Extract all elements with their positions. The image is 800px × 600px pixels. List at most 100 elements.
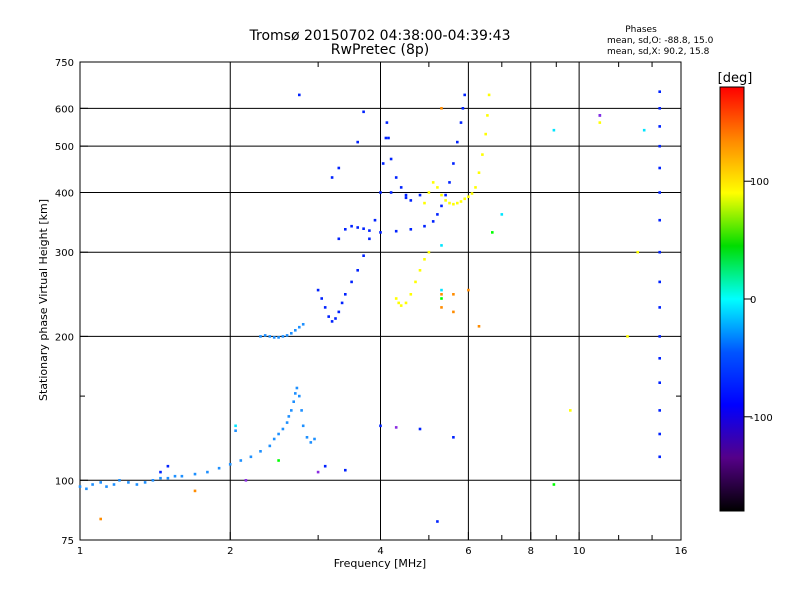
data-point — [423, 224, 426, 228]
data-point — [440, 297, 443, 300]
data-point — [340, 301, 344, 305]
data-point — [118, 479, 121, 482]
data-point — [362, 254, 365, 257]
data-point — [598, 114, 602, 117]
data-point — [436, 520, 439, 523]
data-point — [418, 427, 422, 431]
data-point — [463, 93, 466, 97]
data-point — [394, 426, 398, 429]
y-axis: 75 100 200 300 400 500 600 750 — [55, 58, 681, 547]
phase-stats-x: mean, sd,X: 90.2, 15.8 — [607, 47, 710, 57]
data-point — [272, 437, 276, 441]
data-point — [287, 415, 291, 418]
data-point — [474, 186, 477, 189]
data-point — [294, 392, 297, 395]
data-point — [281, 427, 285, 431]
data-point — [362, 110, 365, 114]
data-point — [452, 162, 455, 165]
y-tick-label: 600 — [55, 104, 74, 115]
data-point — [285, 334, 289, 337]
data-point — [244, 479, 248, 482]
data-point — [99, 517, 102, 521]
data-point — [459, 200, 463, 203]
data-point — [658, 381, 661, 384]
y-tick-label: 750 — [55, 58, 74, 69]
x-tick-label: 10 — [573, 546, 586, 557]
data-point — [309, 441, 313, 444]
data-point — [368, 237, 371, 241]
data-point — [394, 297, 398, 300]
data-point — [440, 288, 443, 292]
colorbar-tick-label: -100 — [750, 413, 773, 424]
data-point — [277, 459, 280, 462]
colorbar — [719, 86, 745, 512]
data-point — [463, 197, 466, 201]
colorbar-label: [deg] — [718, 71, 753, 86]
data-point — [298, 325, 301, 329]
data-point — [452, 310, 455, 314]
data-point — [658, 125, 661, 128]
data-point — [477, 325, 481, 328]
data-point — [166, 476, 170, 480]
data-point — [362, 227, 365, 230]
data-point — [440, 204, 443, 208]
data-point — [173, 474, 177, 478]
chart-title: Tromsø 20150702 04:38:00-04:39:43 — [249, 28, 511, 44]
data-point — [423, 201, 426, 205]
x-tick-label: 1 — [77, 546, 83, 557]
data-point — [268, 335, 272, 338]
data-point — [389, 157, 393, 161]
data-point — [397, 301, 400, 305]
data-point — [487, 93, 491, 97]
colorbar-tick-label: 100 — [750, 177, 769, 188]
data-point — [320, 297, 323, 300]
data-point — [409, 199, 413, 202]
data-point — [444, 193, 447, 197]
data-point — [394, 229, 398, 233]
data-point — [368, 229, 371, 232]
data-point — [477, 171, 481, 174]
data-point — [459, 121, 463, 124]
data-point — [486, 114, 489, 117]
data-point — [356, 269, 359, 272]
data-point — [263, 334, 267, 337]
data-point — [399, 186, 403, 189]
data-point — [658, 455, 661, 459]
data-point — [470, 192, 474, 195]
data-point — [356, 226, 359, 229]
y-axis-label: Stationary phase Virtual Height [km] — [37, 199, 50, 401]
data-point — [234, 429, 237, 432]
data-point — [440, 293, 443, 296]
data-point — [330, 176, 334, 179]
data-point — [626, 335, 629, 338]
x-tick-label: 8 — [528, 546, 534, 557]
data-point — [440, 244, 443, 247]
data-point — [423, 258, 426, 261]
data-point — [658, 306, 661, 309]
data-point — [658, 166, 661, 170]
data-point — [127, 481, 130, 484]
data-point — [193, 472, 197, 476]
data-point — [436, 213, 439, 216]
data-point — [394, 176, 398, 179]
data-point — [658, 280, 661, 284]
data-point — [305, 436, 309, 439]
data-point — [467, 195, 470, 198]
data-point — [143, 481, 147, 484]
data-point — [356, 140, 359, 144]
data-point — [409, 293, 413, 296]
y-tick-label: 300 — [55, 248, 74, 259]
data-point — [414, 280, 417, 284]
data-point — [491, 231, 494, 234]
data-point — [350, 224, 353, 228]
data-point — [334, 317, 337, 320]
x-tick-label: 16 — [675, 546, 688, 557]
data-point — [112, 483, 116, 486]
data-point — [135, 483, 139, 486]
data-point — [166, 464, 170, 468]
data-point — [467, 288, 470, 292]
data-point — [301, 323, 305, 326]
data-point — [452, 293, 455, 296]
data-point — [456, 201, 459, 205]
